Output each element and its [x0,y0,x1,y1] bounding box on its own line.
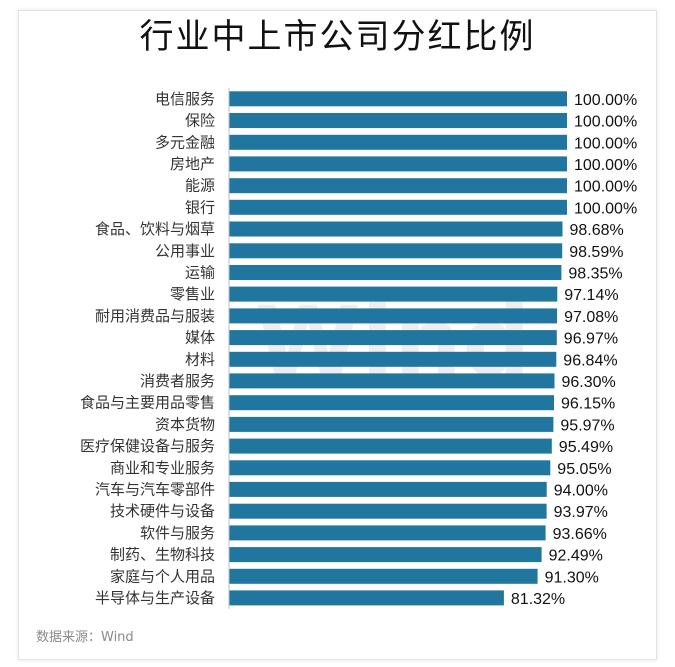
category-label: 零售业 [170,285,215,303]
bar [229,330,557,346]
bar [229,221,563,237]
bar [229,568,538,584]
value-label: 96.30% [562,374,616,391]
bar [229,547,542,563]
bar [229,243,563,259]
category-label: 多元金融 [155,133,215,151]
bar [229,113,567,128]
bar [229,134,567,150]
category-label: 能源 [185,177,215,195]
category-label: 消费者服务 [140,372,215,390]
category-label: 半导体与生产设备 [95,589,215,607]
category-label: 软件与服务 [140,524,215,542]
value-label: 100.00% [574,200,637,217]
value-label: 91.30% [545,569,599,586]
category-label: 银行 [185,198,215,216]
category-label: 汽车与汽车零部件 [95,480,215,498]
value-label: 94.00% [554,482,608,499]
bar [229,351,557,367]
data-source-note: 数据来源：Wind [36,630,134,645]
category-label: 媒体 [185,329,215,347]
category-label: 保险 [185,112,215,130]
category-label: 公用事业 [155,242,215,260]
value-label: 98.35% [568,266,622,283]
bar [229,199,567,215]
bar [229,373,555,389]
category-label: 运输 [185,264,215,282]
bar [229,286,558,302]
value-label: 100.00% [574,114,637,131]
category-label: 技术硬件与设备 [110,502,215,520]
bar [229,481,547,497]
bar [229,178,567,194]
value-label: 100.00% [574,157,637,174]
bar [229,525,546,541]
category-label: 耐用消费品与服装 [95,307,215,325]
value-label: 98.59% [569,244,623,261]
value-label: 95.49% [559,439,613,456]
value-label: 100.00% [574,179,637,196]
value-label: 93.66% [553,526,607,543]
bar [229,395,554,411]
value-label: 96.15% [561,396,615,413]
bar [229,590,504,606]
bar [229,156,567,172]
category-label: 制药、生物科技 [110,546,215,564]
value-label: 98.68% [570,222,624,239]
bar [229,460,551,476]
chart-title: 行业中上市公司分红比例 [139,17,536,57]
value-label: 100.00% [574,135,637,152]
bar [229,503,547,519]
bar [229,265,562,280]
category-label: 房地产 [170,155,215,173]
value-label: 96.97% [564,331,618,348]
category-label: 食品与主要用品零售 [80,394,215,412]
value-label: 93.97% [554,504,608,521]
value-label: 97.14% [564,287,618,304]
value-label: 100.00% [574,92,637,109]
category-label: 材料 [185,350,215,368]
value-label: 96.84% [563,352,617,369]
bars-layer: 电信服务 100.00% 保险 100.00% 多元金融 100.00% 房地产 100.00… [80,88,637,609]
bar [229,308,558,324]
bar [229,91,567,107]
category-label: 家庭与个人用品 [110,567,215,585]
category-label: 医疗保健设备与服务 [80,437,215,455]
value-label: 92.49% [549,548,603,565]
bar [229,438,552,454]
bar [229,416,554,432]
category-label: 电信服务 [155,90,215,108]
category-label: 食品、饮料与烟草 [95,220,215,238]
category-label: 商业和专业服务 [110,459,215,477]
value-label: 95.97% [560,417,614,434]
value-label: 81.32% [511,591,565,608]
value-label: 97.08% [564,309,618,326]
category-label: 资本货物 [155,415,215,433]
value-label: 95.05% [557,461,611,478]
